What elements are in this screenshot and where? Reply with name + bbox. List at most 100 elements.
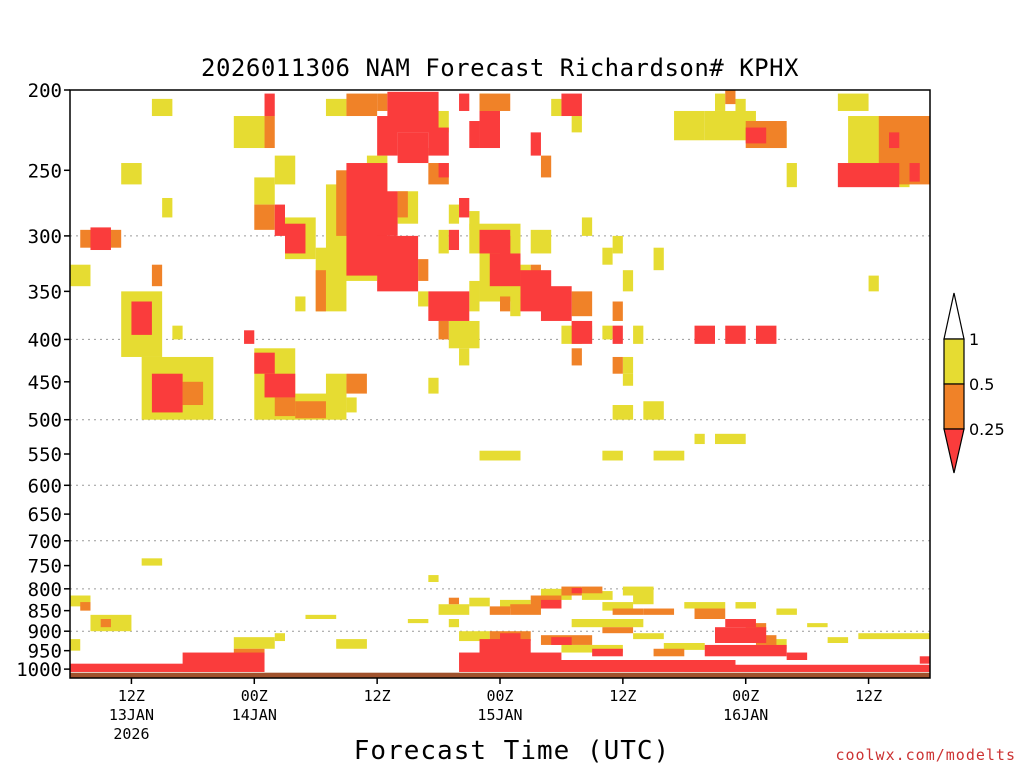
- ri-cell: [469, 121, 480, 149]
- ri-cell: [571, 348, 582, 366]
- ri-cell: [448, 204, 460, 224]
- ri-cell: [581, 591, 613, 600]
- ri-cell: [264, 116, 275, 149]
- ri-cell: [540, 599, 562, 609]
- ri-cell: [418, 291, 429, 307]
- x-axis-label: Forecast Time (UTC): [354, 736, 670, 766]
- x-tick-label: 00Z: [486, 687, 513, 705]
- y-tick-label: 250: [28, 160, 62, 182]
- ri-cell: [428, 291, 470, 321]
- legend-swatch: [943, 338, 965, 385]
- ri-cell: [469, 211, 480, 230]
- ri-cell: [274, 633, 285, 642]
- ri-cell: [786, 652, 808, 661]
- ri-cell: [448, 229, 460, 251]
- ri-cell: [151, 98, 173, 117]
- ri-cell: [581, 217, 593, 236]
- ri-cell: [745, 127, 767, 144]
- x-tick-label: 15JAN: [477, 706, 522, 724]
- ri-cell: [715, 433, 746, 445]
- ri-cell: [305, 614, 337, 620]
- chart-title: 2026011306 NAM Forecast Richardson# KPHX: [201, 54, 799, 82]
- ri-cell: [622, 270, 634, 292]
- ri-cell: [182, 381, 204, 406]
- ri-cell: [387, 91, 439, 133]
- ri-cell: [551, 637, 572, 645]
- ri-cell: [377, 235, 419, 292]
- ri-cell: [725, 619, 756, 628]
- ri-cell: [643, 608, 675, 615]
- ri-cell: [735, 98, 746, 117]
- ri-cell: [571, 116, 582, 133]
- ri-cell: [633, 325, 644, 344]
- ri-cell: [827, 637, 849, 644]
- ri-cell: [479, 639, 531, 659]
- ri-cell: [868, 275, 879, 292]
- ri-cell: [653, 450, 685, 461]
- y-tick-label: 200: [28, 80, 62, 102]
- ri-cell: [315, 270, 326, 312]
- y-tick-label: 450: [28, 372, 62, 394]
- ri-cell: [858, 633, 930, 640]
- ri-cell: [581, 586, 603, 594]
- ri-cell: [571, 619, 644, 628]
- ri-cell: [428, 377, 439, 394]
- ri-cell: [592, 648, 623, 657]
- ri-cell: [254, 204, 275, 230]
- ri-cell: [151, 264, 163, 287]
- ri-cell: [602, 602, 634, 611]
- ri-cell: [919, 656, 930, 664]
- ri-cell: [448, 619, 460, 628]
- ri-cell: [274, 204, 285, 236]
- ri-cell: [325, 98, 347, 117]
- ri-cell: [500, 633, 521, 642]
- ri-cell: [90, 227, 111, 251]
- ri-cell: [684, 602, 726, 609]
- ri-cell: [459, 93, 470, 111]
- y-tick-label: 600: [28, 475, 62, 497]
- ri-cell: [694, 608, 726, 620]
- x-tick-label: 12Z: [118, 687, 145, 705]
- ri-cell: [622, 586, 654, 596]
- ri-cell: [571, 320, 593, 344]
- ri-cell: [80, 602, 91, 611]
- ri-cell: [459, 348, 470, 366]
- y-tick-label: 550: [28, 444, 62, 466]
- ri-cell: [469, 597, 490, 607]
- ri-cell: [674, 110, 705, 141]
- ri-cell: [684, 664, 930, 672]
- ri-cell: [182, 652, 265, 672]
- ri-cell: [438, 229, 449, 254]
- ri-cell: [612, 356, 623, 374]
- x-tick-label: 00Z: [732, 687, 759, 705]
- y-tick-label: 350: [28, 281, 62, 303]
- ri-cell: [612, 405, 634, 420]
- ri-cell: [459, 197, 470, 218]
- ri-cell: [807, 623, 828, 628]
- ri-cell: [602, 627, 634, 634]
- ri-cell: [233, 637, 275, 649]
- ri-cell: [428, 575, 439, 583]
- x-tick-label: 12Z: [609, 687, 636, 705]
- ri-cell: [448, 320, 480, 349]
- ri-cell: [233, 648, 265, 657]
- ri-cell: [438, 604, 470, 615]
- ri-cell: [500, 599, 531, 609]
- legend-label: 0.25: [969, 420, 1005, 439]
- ri-cell: [530, 132, 541, 156]
- ri-cell: [540, 588, 572, 600]
- ri-cell: [663, 643, 705, 650]
- y-tick-label: 850: [28, 601, 62, 623]
- ri-cell: [459, 631, 490, 642]
- ri-cell: [602, 450, 623, 461]
- ri-cell: [346, 397, 357, 413]
- x-tick-label: 14JAN: [232, 706, 277, 724]
- ri-cell: [336, 639, 367, 649]
- ri-cell: [295, 296, 306, 312]
- ri-cell: [786, 163, 797, 188]
- ri-cell: [704, 644, 787, 657]
- ri-cell: [438, 320, 449, 340]
- ri-cell: [725, 90, 736, 105]
- ri-cell: [397, 191, 408, 218]
- ri-cell: [510, 296, 521, 317]
